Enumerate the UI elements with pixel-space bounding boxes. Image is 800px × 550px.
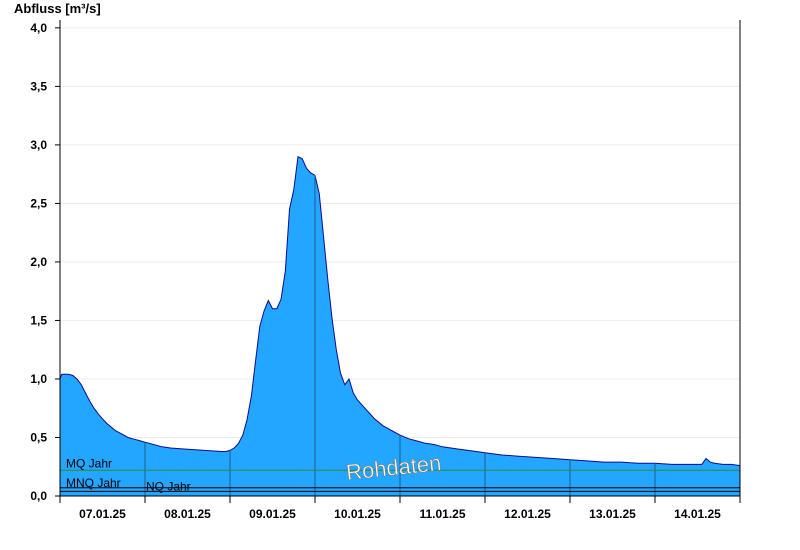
x-tick-label-1: 08.01.25 (164, 507, 211, 521)
reference-lines: MQ Jahr MNQ Jahr NQ Jahr (60, 456, 740, 493)
x-tick-label-5: 12.01.25 (504, 507, 551, 521)
grid-lines (60, 27, 740, 438)
y-axis-title: Abfluss [m³/s] (14, 1, 101, 16)
discharge-line (59, 155, 741, 467)
x-tick-label-4: 11.01.25 (419, 507, 465, 521)
y-tick-label-7: 3,5 (30, 79, 47, 93)
reference-label-0: MQ Jahr (66, 456, 112, 470)
y-tick-label-1: 0,5 (30, 430, 47, 444)
discharge-area (60, 156, 740, 496)
y-tick-label-4: 2,0 (30, 255, 47, 269)
axes: 0,0 0,5 1,0 1,5 2,0 2,5 3,0 3,5 4,0 07.01.25 08.01… (30, 20, 741, 521)
x-tick-label-2: 09.01.25 (249, 507, 296, 521)
reference-label-1: MNQ Jahr (66, 476, 121, 490)
y-tick-label-2: 1,0 (30, 372, 47, 386)
x-tick-label-3: 10.01.25 (334, 507, 381, 521)
y-tick-label-8: 4,0 (30, 21, 47, 35)
y-tick-label-6: 3,0 (30, 138, 47, 152)
y-tick-label-3: 1,5 (30, 313, 47, 327)
y-tick-label-0: 0,0 (30, 489, 47, 503)
x-tick-label-0: 07.01.25 (79, 507, 126, 521)
y-tick-label-5: 2,5 (30, 196, 47, 210)
x-tick-label-7: 14.01.25 (674, 507, 721, 521)
x-tick-label-6: 13.01.25 (589, 507, 636, 521)
discharge-area-series (59, 155, 741, 496)
reference-label-2: NQ Jahr (146, 479, 191, 493)
